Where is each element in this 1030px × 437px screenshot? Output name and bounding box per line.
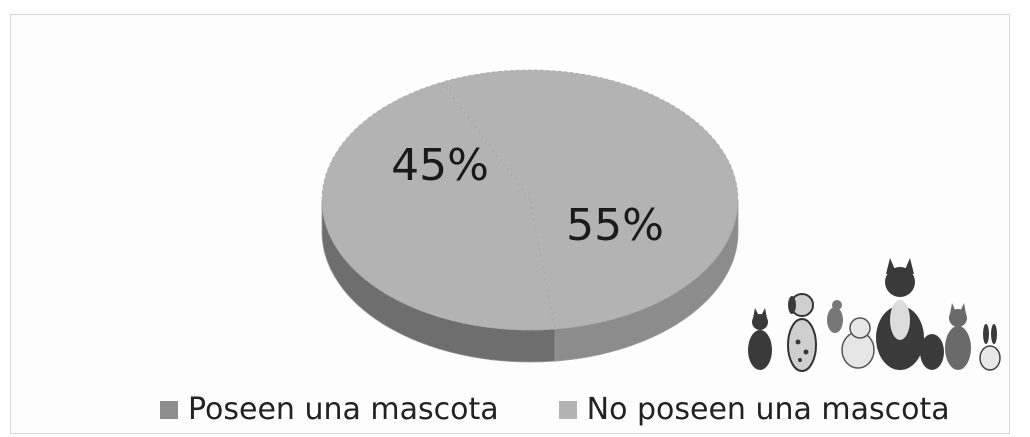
pets-illustration-icon [748, 258, 1001, 372]
pie-top [321, 69, 739, 331]
pie-data-label-1: 55% [566, 200, 664, 251]
legend-item-poseen: Poseen una mascota [160, 392, 499, 427]
legend-swatch [160, 400, 178, 419]
legend-label: No poseen una mascota [586, 392, 950, 427]
legend-swatch [558, 400, 577, 419]
chart-legend: Poseen una mascota No poseen una mascota [160, 392, 950, 427]
pie-data-labels: 45% 55% [391, 140, 664, 251]
pie-data-label-0: 45% [391, 140, 489, 191]
pie-slice-0 [321, 81, 556, 331]
pie-slice-1 [441, 69, 739, 330]
legend-item-no-poseen: No poseen una mascota [558, 392, 950, 427]
legend-label: Poseen una mascota [188, 392, 499, 427]
